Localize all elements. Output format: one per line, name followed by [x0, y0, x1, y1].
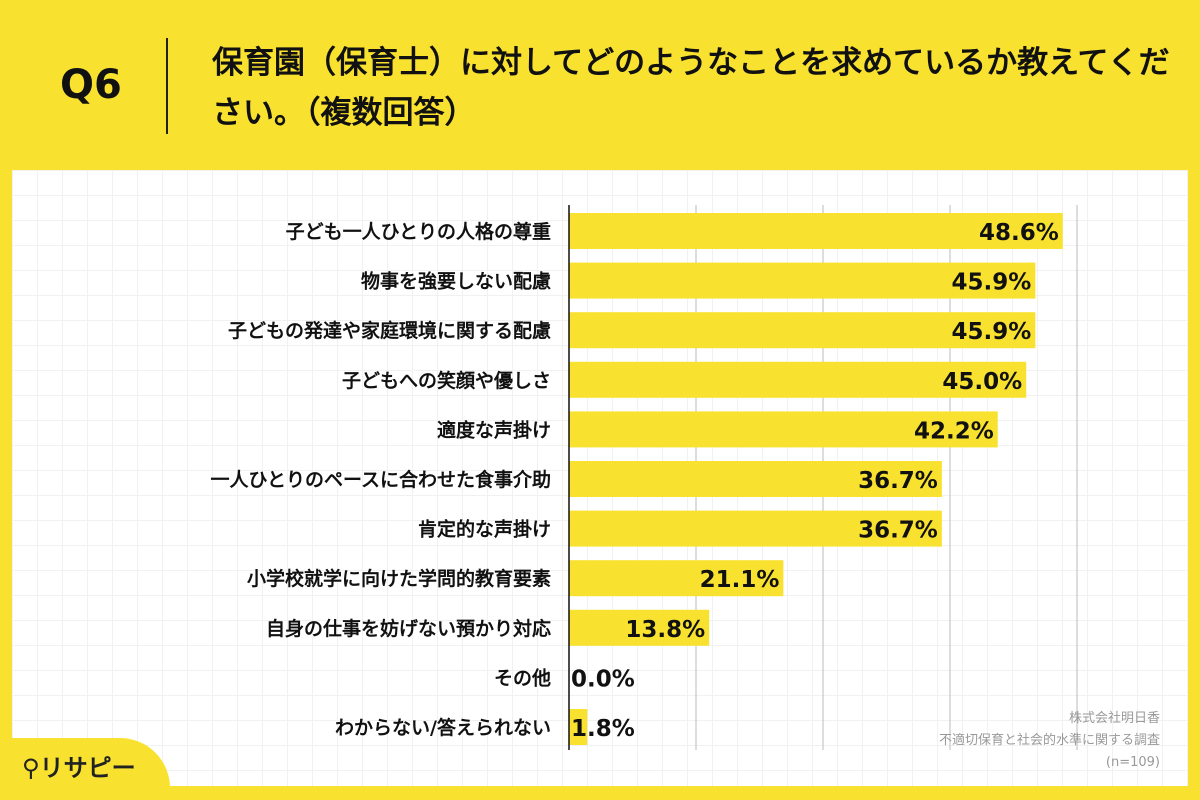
value-label: 36.7%: [858, 518, 938, 544]
divider: [166, 38, 168, 134]
pin-icon: ⚲: [22, 754, 40, 782]
bar: [569, 312, 1036, 349]
category-label: 子ども一人ひとりの人格の尊重: [286, 220, 551, 243]
value-label: 42.2%: [914, 418, 994, 444]
value-label: 21.1%: [700, 567, 780, 593]
question-number: Q6: [60, 62, 122, 108]
category-label: 子どもへの笑顔や優しさ: [342, 369, 551, 392]
category-label: 肯定的な声掛け: [418, 518, 551, 541]
value-label: 45.9%: [952, 270, 1032, 296]
bar: [569, 560, 784, 597]
bar: [569, 361, 1027, 398]
bar: [569, 213, 1063, 249]
sample-size: (n=109): [1105, 755, 1160, 770]
source-survey: 不適切保育と社会的水準に関する調査: [938, 733, 1160, 748]
category-label: 適度な声掛け: [437, 418, 551, 441]
category-label: 物事を強要しない配慮: [361, 270, 551, 293]
value-label: 0.0%: [571, 666, 635, 692]
value-label: 45.9%: [952, 319, 1032, 345]
category-label: その他: [494, 666, 551, 689]
logo: ⚲リサピー: [22, 754, 136, 782]
bar: [569, 510, 942, 547]
category-label: 自身の仕事を妨げない預かり対応: [266, 617, 551, 640]
category-label: 一人ひとりのペースに合わせた食事介助: [211, 468, 551, 491]
logo-tab: [0, 738, 170, 800]
value-label: 1.8%: [571, 716, 635, 742]
bar: [569, 411, 998, 448]
bar: [569, 262, 1036, 299]
value-label: 36.7%: [858, 468, 938, 494]
value-label: 48.6%: [979, 220, 1059, 246]
source-company: 株式会社明日香: [1068, 711, 1160, 726]
bar: [569, 609, 710, 646]
value-label: 45.0%: [942, 369, 1022, 395]
source-note: 株式会社明日香 不適切保育と社会的水準に関する調査 (n=109): [939, 708, 1160, 774]
page-title: 保育園（保育士）に対してどのようなことを求めているか教えてください。（複数回答）: [212, 45, 1170, 131]
bar: [569, 461, 942, 497]
bar: [569, 709, 588, 745]
category-label: わからない/答えられない: [335, 716, 551, 739]
category-label: 小学校就学に向けた学問的教育要素: [247, 567, 551, 590]
category-label: 子どもの発達や家庭環境に関する配慮: [228, 319, 551, 342]
value-label: 13.8%: [625, 617, 705, 643]
